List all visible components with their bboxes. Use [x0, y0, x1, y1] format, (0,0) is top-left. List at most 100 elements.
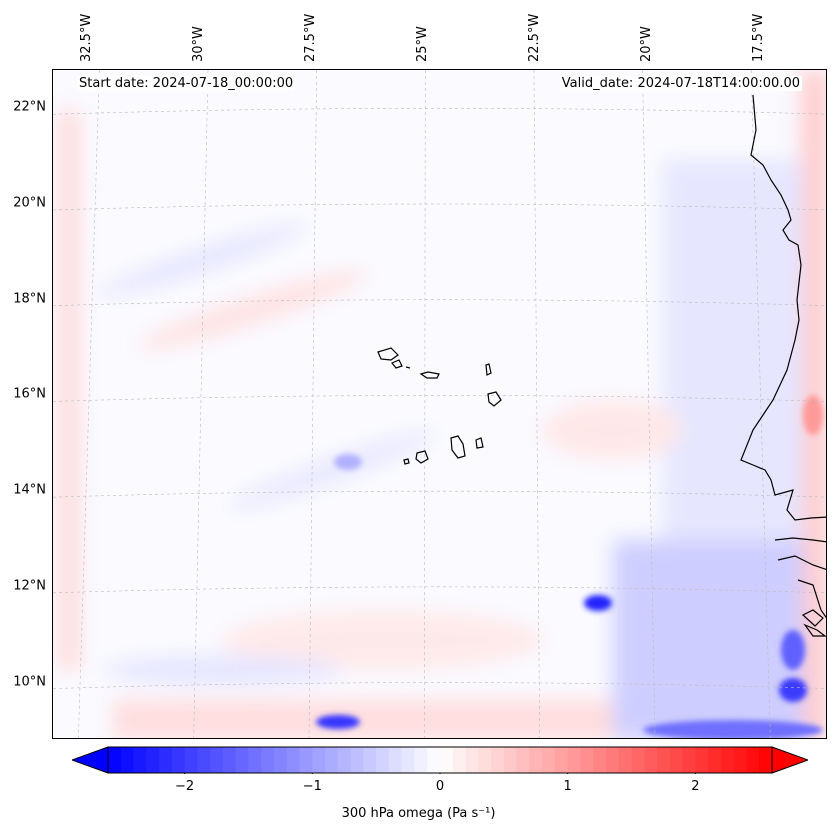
east-positive-patch [543, 400, 683, 460]
lat-label: 22°N [13, 99, 46, 115]
lon-label: 27.5°W [302, 13, 318, 62]
lat-gridline [53, 490, 826, 498]
cape-verde-santo-antao [377, 347, 399, 361]
colorbar-cell [746, 747, 760, 773]
colorbar-cell [363, 747, 377, 773]
colorbar-label: 300 hPa omega (Pa s⁻¹) [341, 806, 496, 821]
lat-label: 18°N [13, 291, 46, 307]
colorbar-cell [427, 747, 441, 773]
colorbar-cell [516, 747, 530, 773]
colorbar-cell [491, 747, 505, 773]
colorbar-cell [376, 747, 390, 773]
southeast-negative-band [643, 720, 823, 738]
lat-label: 12°N [13, 578, 46, 594]
colorbar-cell [120, 747, 135, 773]
colorbar-cell [708, 747, 722, 773]
colorbar-cell [274, 747, 288, 773]
lat-label: 16°N [13, 386, 46, 402]
valid-date-label: Valid_date: 2024-07-18T14:00:00.00 [559, 76, 802, 91]
southeast-negative-region [613, 540, 803, 738]
cape-verde-sao-vicente [391, 359, 403, 369]
north-negative-streak [98, 224, 308, 296]
colorbar-cell [580, 747, 594, 773]
colorbar-cell [133, 747, 147, 773]
cape-verde-maio [475, 437, 484, 449]
colorbar-cell [452, 747, 467, 773]
lat-gridline [53, 586, 826, 594]
colorbar-cell [554, 747, 569, 773]
map-panel [52, 69, 827, 739]
colorbar-low-extend [72, 746, 109, 774]
coastal-negative-strip [663, 160, 803, 540]
colorbar-tick-label: 1 [563, 779, 572, 794]
colorbar-cell [184, 747, 198, 773]
coastal-negative-cell-2 [781, 630, 805, 670]
colorbar-cell [261, 747, 275, 773]
colorbar-cell [465, 747, 479, 773]
colorbar-cell [631, 747, 645, 773]
colorbar [72, 746, 808, 774]
lon-gridline [642, 70, 656, 738]
colorbar-cell [720, 747, 735, 773]
colorbar-cell [388, 747, 403, 773]
lat-gridline [53, 203, 826, 211]
colorbar-cell [593, 747, 607, 773]
colorbar-cell [657, 747, 671, 773]
colorbar-cell [618, 747, 633, 773]
colorbar-high-extend [771, 746, 808, 774]
bijagos-islands [801, 609, 826, 637]
lon-label: 32.5°W [78, 13, 94, 62]
south-boundary-positive-band [113, 700, 633, 738]
colorbar-cell [312, 747, 326, 773]
central-negative-cell [334, 454, 362, 470]
southwest-positive-patch [223, 610, 543, 670]
colorbar-cell [197, 747, 211, 773]
colorbar-cell [644, 747, 658, 773]
guinea-bissau-coast [777, 555, 826, 619]
start-date-label: Start date: 2024-07-18_00:00:00 [77, 76, 296, 91]
coastal-negative-cell-1 [779, 678, 807, 702]
lon-label: 20°W [638, 26, 654, 62]
lat-label: 14°N [13, 482, 46, 498]
omega-field-patches [59, 70, 826, 738]
lat-gridline [53, 682, 826, 689]
west-boundary-positive-band [59, 110, 79, 670]
african-coastline [740, 94, 826, 521]
colorbar-cell [401, 747, 416, 773]
gambia-coast [774, 537, 826, 543]
colorbar-cell [503, 747, 518, 773]
colorbar-cell [414, 747, 428, 773]
colorbar-cell [440, 747, 454, 773]
colorbar-cell [337, 747, 352, 773]
colorbar-cell [108, 747, 122, 773]
colorbar-cell [682, 747, 696, 773]
lon-gridline [424, 70, 426, 738]
colorbar-cell [733, 747, 748, 773]
colorbar-tick-label: 2 [691, 779, 700, 794]
colorbar-cell [529, 747, 543, 773]
lon-label: 25°W [414, 26, 430, 62]
cape-verde-santiago [450, 435, 466, 459]
lon-label: 22.5°W [526, 13, 542, 62]
lon-gridline [533, 70, 540, 738]
lon-gridline [193, 70, 209, 738]
lon-label: 17.5°W [750, 13, 766, 62]
lon-gridline [78, 70, 100, 738]
colorbar-cell [286, 747, 301, 773]
central-negative-streak [229, 430, 437, 510]
cape-verde-boa-vista [487, 391, 502, 407]
south-strong-negative-cell [316, 715, 360, 729]
colorbar-cell [759, 747, 773, 773]
lat-label: 10°N [13, 674, 46, 690]
lat-gridline [53, 107, 826, 115]
cape-verde-sal [485, 363, 492, 376]
colorbar-cell [606, 747, 620, 773]
lon-gridline [308, 70, 317, 738]
colorbar-cell [171, 747, 186, 773]
colorbar-cell [350, 747, 364, 773]
colorbar-cell [478, 747, 492, 773]
colorbar-cell [325, 747, 339, 773]
gridlines [53, 70, 826, 738]
northwest-positive-streak [138, 270, 368, 350]
south-negative-streak [103, 656, 343, 684]
